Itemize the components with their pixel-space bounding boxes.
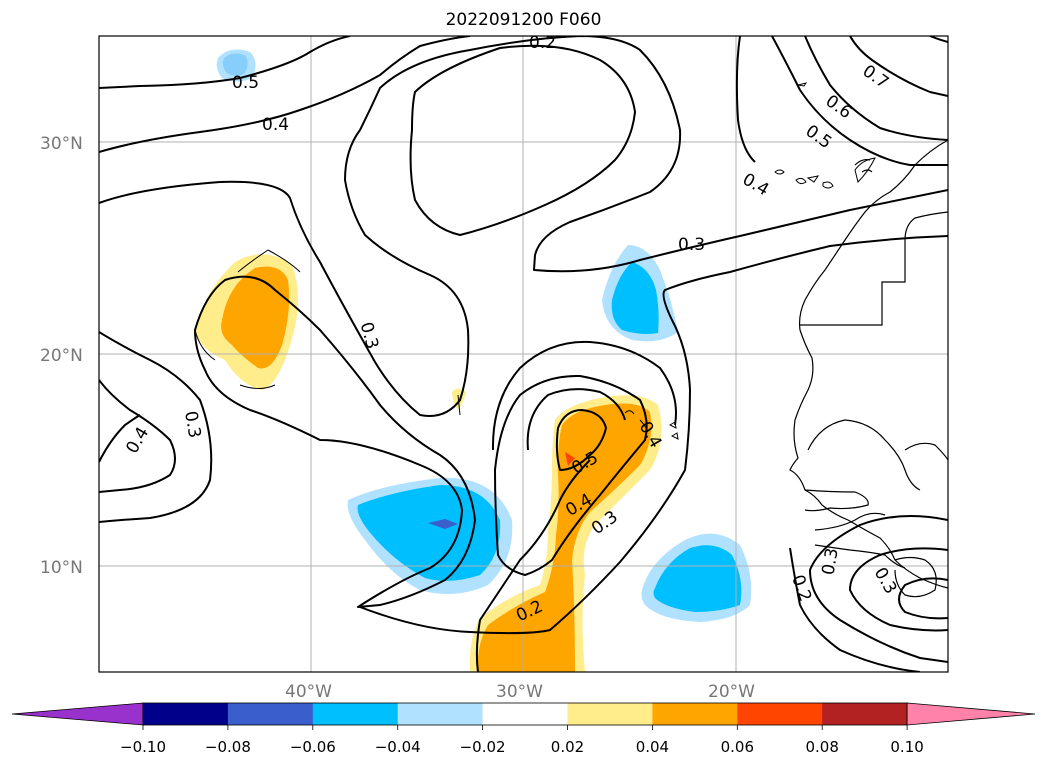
- colorbar-tick-label: −0.08: [205, 738, 251, 756]
- colorbar-tick-label: 0.10: [890, 738, 923, 756]
- shade-mid-blue: [428, 519, 458, 529]
- shade-light-blue: [222, 53, 248, 76]
- colorbar-segment: [482, 703, 568, 725]
- contour-label: 0.3: [356, 320, 382, 351]
- contour-label: 0.4: [739, 169, 772, 200]
- colorbar-segment: [143, 703, 229, 725]
- shade-orange: [221, 266, 290, 369]
- colorbar-extend-high: [906, 702, 1036, 726]
- contour-label: 0.2: [529, 33, 556, 53]
- lon-label: 30°W: [496, 682, 543, 702]
- colorbar-frame: [142, 702, 908, 726]
- colorbar-tick-label: −0.02: [460, 738, 506, 756]
- shade-orange: [477, 403, 652, 672]
- shade-blue: [653, 545, 742, 612]
- colorbar-tick-label: −0.06: [290, 738, 336, 756]
- contour-label: 0.3: [678, 235, 705, 255]
- map-frame: [98, 35, 949, 673]
- contour-label: 0.3: [180, 409, 204, 439]
- contour-label: 0.4: [262, 115, 289, 135]
- coastline: [789, 139, 948, 598]
- lat-label: 20°N: [40, 346, 83, 366]
- colorbar-tick-label: −0.10: [120, 738, 166, 756]
- graticule: [99, 36, 948, 672]
- lon-label: 40°W: [285, 682, 332, 702]
- shade-blue: [611, 262, 659, 334]
- colorbar-segment: [822, 703, 908, 725]
- colorbar-extend-low: [11, 702, 144, 726]
- colorbar-segment: [652, 703, 738, 725]
- colorbar-tick-label: 0.06: [721, 738, 754, 756]
- shading-layer: [195, 49, 752, 672]
- contour-lines: [99, 36, 948, 672]
- longitude-labels: 40°W 30°W 20°W: [285, 682, 755, 702]
- lat-label: 30°N: [40, 134, 83, 154]
- colorbar-segment: [737, 703, 823, 725]
- latitude-labels: 30°N 20°N 10°N: [40, 134, 83, 578]
- colorbar-segment: [312, 703, 399, 725]
- colorbar-tick-label: 0.04: [636, 738, 669, 756]
- colorbar-tick-label: 0.02: [551, 738, 584, 756]
- lat-label: 10°N: [40, 558, 83, 578]
- contour-label: 0.3: [818, 546, 842, 576]
- colorbar-segment: [397, 703, 484, 725]
- contour-label: 0.7: [859, 61, 893, 93]
- contour-label: 0.6: [822, 91, 856, 123]
- contour-label: 0.3: [870, 564, 901, 597]
- map-title: 2022091200 F060: [445, 10, 602, 30]
- colorbar-segment: [227, 703, 314, 725]
- contour-label: 0.5: [232, 73, 259, 93]
- shade-red: [565, 452, 575, 466]
- colorbar-tick-label: −0.04: [375, 738, 421, 756]
- map-area: 0.2 0.5 0.4 0.3 0.4 0.3 0.7 0.6 0.5 0.4 …: [99, 33, 948, 672]
- lon-label: 20°W: [708, 682, 755, 702]
- colorbar-tick-label: 0.08: [805, 738, 838, 756]
- colorbar: −0.10 −0.08 −0.06 −0.04 −0.02 0.02 0.04 0.06 0.0…: [11, 702, 1036, 756]
- colorbar-segment: [567, 703, 653, 725]
- contour-label: 0.4: [122, 424, 153, 457]
